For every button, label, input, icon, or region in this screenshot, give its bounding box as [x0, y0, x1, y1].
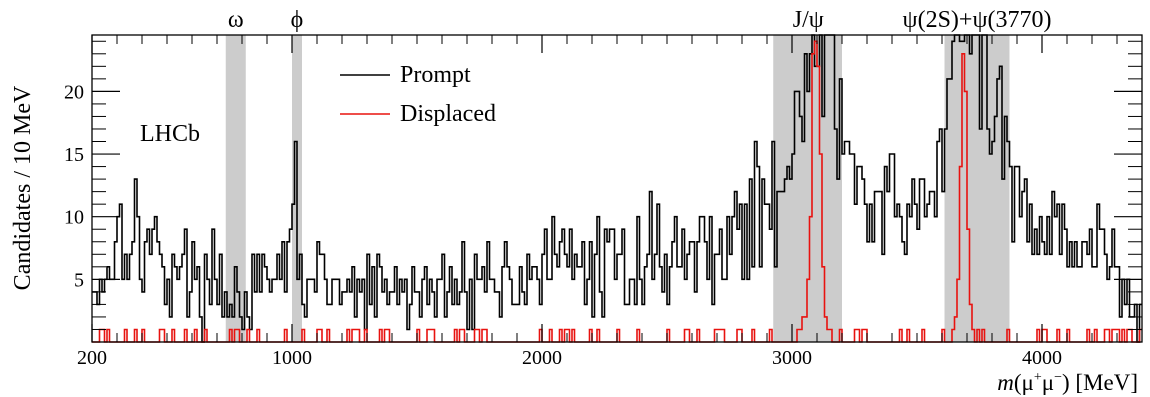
y-tick-label: 10 — [64, 207, 84, 229]
y-axis-label: Candidates / 10 MeV — [10, 85, 36, 290]
x-tick-label: 1000 — [272, 347, 312, 369]
resonance-label-3: ψ(2S)+ψ(3770) — [903, 7, 1052, 33]
x-tick-label: 200 — [77, 347, 107, 369]
x-axis-label-m: m — [997, 370, 1014, 395]
resonance-band-0 — [225, 35, 246, 342]
experiment-label: LHCb — [140, 121, 200, 147]
y-tick-label: 15 — [64, 144, 84, 166]
x-tick-label: 2000 — [522, 347, 562, 369]
legend-label-prompt: Prompt — [400, 62, 471, 88]
resonance-bands — [225, 35, 1010, 342]
x-axis-label-minus: − — [1054, 370, 1062, 385]
axis-ticks — [91, 35, 1142, 342]
x-axis-label-mu2: μ — [1042, 370, 1054, 395]
resonance-label-2: J/ψ — [793, 7, 824, 33]
resonance-band-3 — [944, 35, 1010, 342]
legend-label-displaced: Displaced — [400, 101, 496, 127]
resonance-labels: ω ϕ J/ψ ψ(2S)+ψ(3770) — [228, 7, 1052, 33]
resonance-label-0: ω — [228, 7, 244, 33]
x-axis-label: m(μ+μ−) [MeV] — [997, 370, 1138, 395]
x-axis-label-plus: + — [1034, 370, 1042, 385]
y-tick-label: 5 — [74, 269, 84, 291]
legend: Prompt Displaced — [340, 62, 496, 127]
resonance-label-1: ϕ — [291, 7, 304, 33]
y-tick-label: 20 — [64, 81, 84, 103]
x-axis-label-mu1: (μ — [1014, 370, 1034, 395]
x-tick-label: 4000 — [1022, 347, 1062, 369]
x-axis-label-unit: ) [MeV] — [1062, 370, 1138, 395]
x-tick-label: 3000 — [772, 347, 812, 369]
axis-tick-labels: 200 1000 2000 3000 4000 5 10 15 20 — [64, 81, 1062, 369]
